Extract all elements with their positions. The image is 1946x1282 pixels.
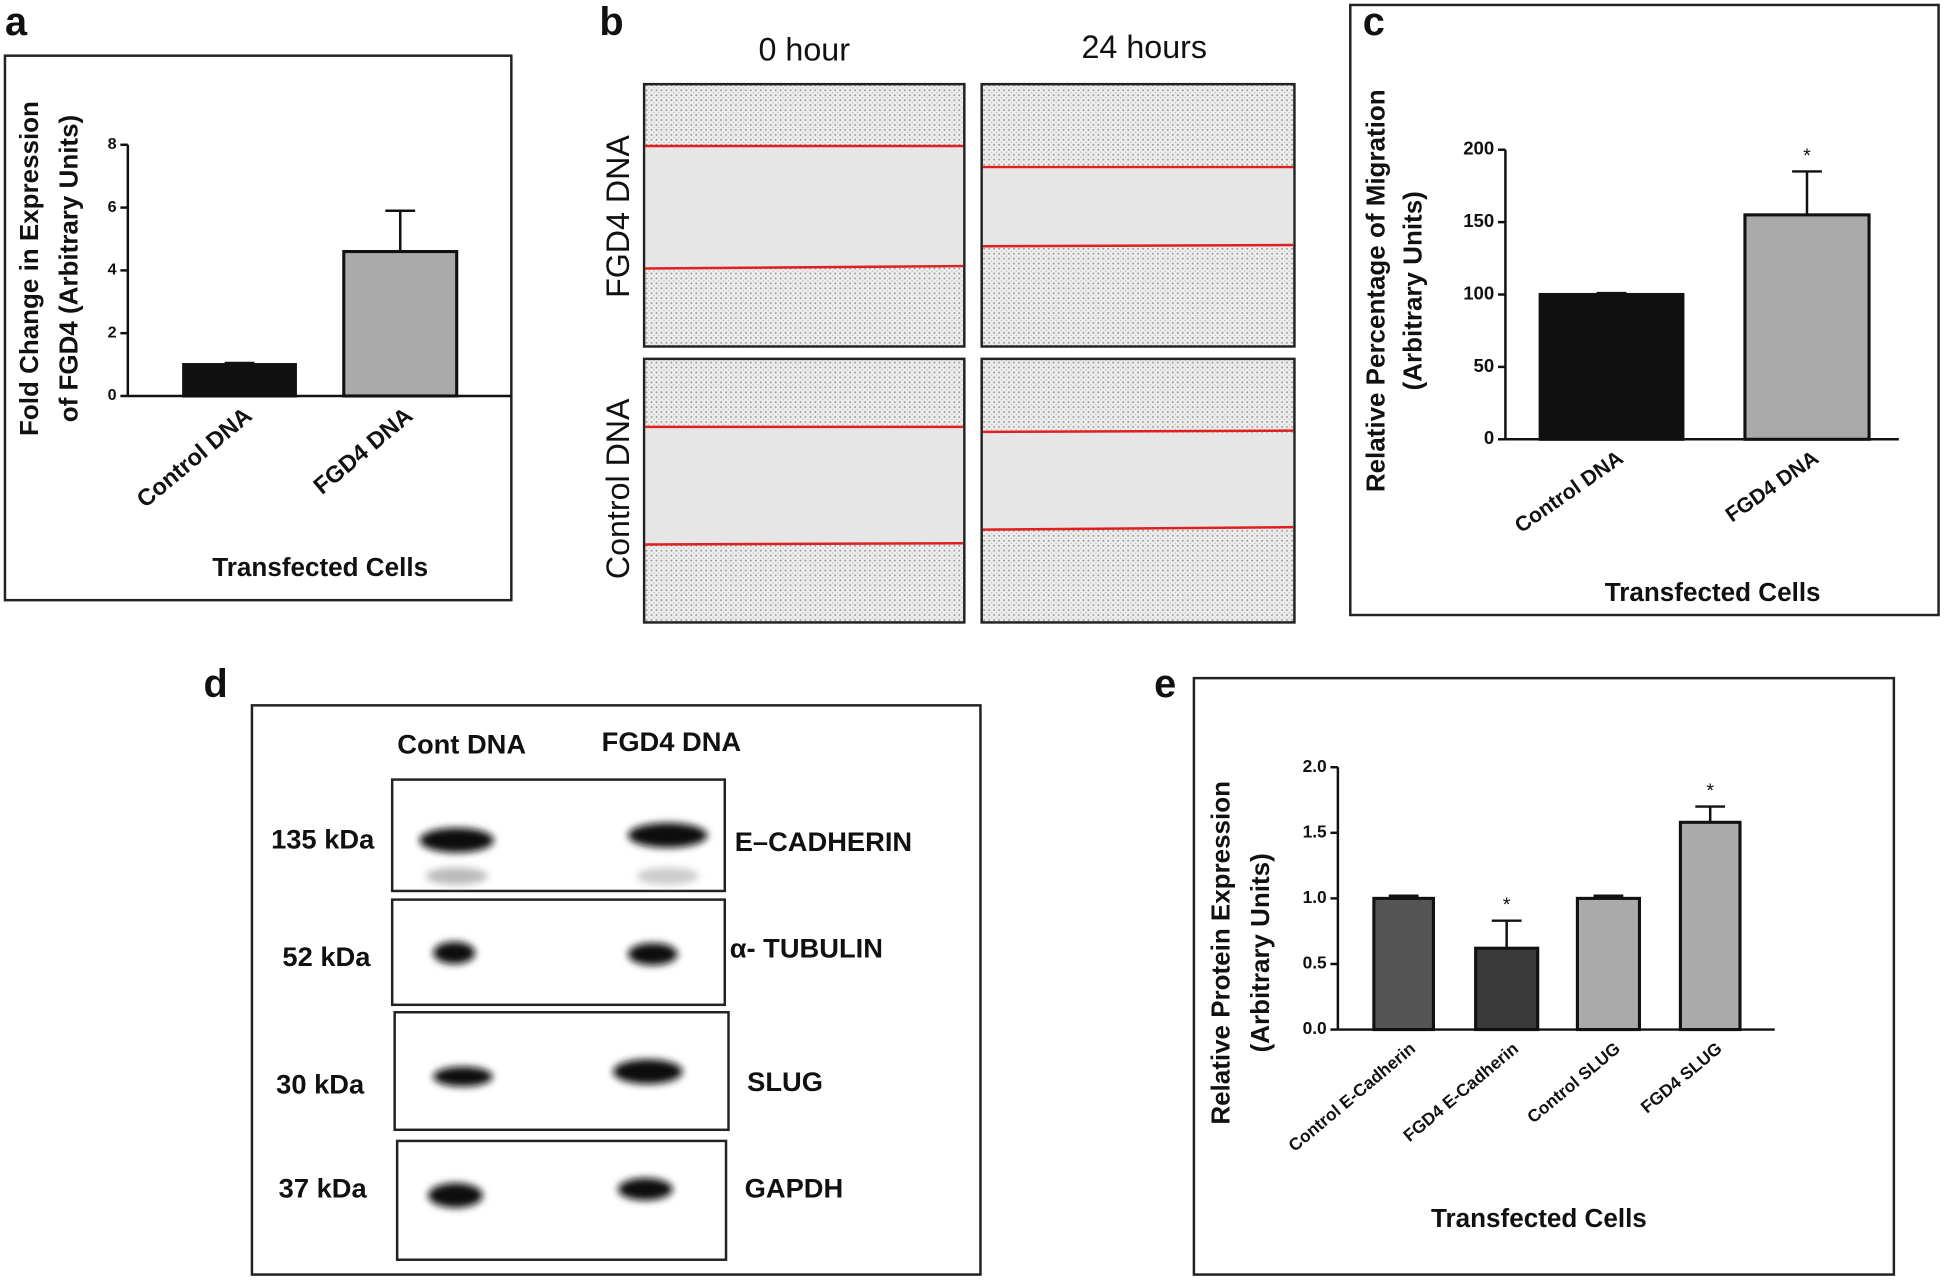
panel-label: b	[599, 0, 623, 44]
size-label: 135 kDa	[271, 824, 375, 855]
y-tick-label: 2.0	[1303, 756, 1327, 776]
protein-label: SLUG	[747, 1066, 823, 1097]
wound-edge	[645, 144, 1294, 546]
y-axis-label: (Arbitrary Units)	[1245, 853, 1275, 1052]
protein-label: E–CADHERIN	[735, 826, 912, 857]
x-tick-label: FGD4 DNA	[1722, 446, 1823, 526]
lane-label: FGD4 DNA	[602, 726, 742, 757]
y-tick-label: 4	[108, 261, 117, 279]
x-tick-label: FGD4 SLUG	[1637, 1038, 1726, 1117]
row-label: Control DNA	[600, 398, 636, 579]
panel-frame	[1349, 3, 1940, 617]
significance-marker: *	[1503, 894, 1511, 916]
size-label: 37 kDa	[279, 1173, 368, 1204]
bar	[1678, 820, 1742, 1032]
bar	[1538, 292, 1685, 441]
panel-label: c	[1363, 0, 1385, 44]
y-tick-label: 0.0	[1303, 1018, 1327, 1038]
y-axis-label: (Arbitrary Units)	[1398, 191, 1428, 390]
significance-marker: *	[1803, 145, 1811, 167]
column-label: 0 hour	[758, 32, 850, 68]
protein-label: α- TUBULIN	[730, 933, 883, 964]
band	[419, 822, 708, 1208]
panel-frame	[3, 54, 513, 602]
panel-frame	[1192, 676, 1896, 1276]
x-tick-label: FGD4 DNA	[308, 402, 417, 499]
y-tick-label: 0.5	[1303, 953, 1327, 973]
y-tick-label: 2	[108, 323, 117, 341]
y-axis-label: of FGD4 (Arbitrary Units)	[54, 115, 84, 422]
x-tick-label: Control DNA	[1511, 446, 1628, 537]
y-tick-label: 1.5	[1303, 821, 1327, 841]
x-tick-label: Control DNA	[132, 402, 257, 512]
y-tick-label: 0	[1484, 427, 1494, 448]
wound-gap	[645, 147, 1294, 544]
panel-label: e	[1154, 662, 1176, 706]
y-tick-label: 200	[1463, 138, 1494, 159]
bar	[1743, 213, 1871, 441]
significance-marker: *	[1706, 780, 1714, 802]
bar	[342, 249, 459, 398]
x-axis-label: Transfected Cells	[212, 552, 428, 582]
y-tick-label: 50	[1474, 355, 1495, 376]
size-label: 52 kDa	[282, 941, 371, 972]
y-tick-label: 1.0	[1303, 887, 1327, 907]
row-label: FGD4 DNA	[600, 135, 636, 298]
panel-label: d	[204, 662, 228, 706]
x-axis-label: Transfected Cells	[1431, 1203, 1647, 1233]
protein-label: GAPDH	[745, 1173, 844, 1204]
y-axis-label: Relative Protein Expression	[1205, 781, 1235, 1125]
size-label: 30 kDa	[276, 1069, 365, 1100]
column-label: 24 hours	[1081, 29, 1207, 65]
x-tick-label: Control E-Cadherin	[1284, 1038, 1419, 1155]
y-tick-label: 0	[108, 386, 117, 404]
bar	[1474, 946, 1540, 1032]
panel-frame	[250, 704, 982, 1276]
bar	[1575, 896, 1642, 1032]
y-tick-label: 150	[1463, 210, 1494, 231]
y-tick-label: 8	[108, 135, 117, 153]
y-axis-label: Fold Change in Expression	[14, 101, 44, 436]
y-tick-label: 100	[1463, 282, 1494, 303]
y-tick-label: 6	[108, 198, 117, 216]
lane-label: Cont DNA	[397, 728, 526, 759]
x-tick-label: Control SLUG	[1523, 1038, 1624, 1127]
x-axis-label: Transfected Cells	[1605, 577, 1821, 607]
bar	[182, 363, 297, 398]
y-axis-label: Relative Percentage of Migration	[1360, 89, 1390, 492]
bar	[1372, 896, 1435, 1032]
panel-label: a	[5, 0, 28, 44]
